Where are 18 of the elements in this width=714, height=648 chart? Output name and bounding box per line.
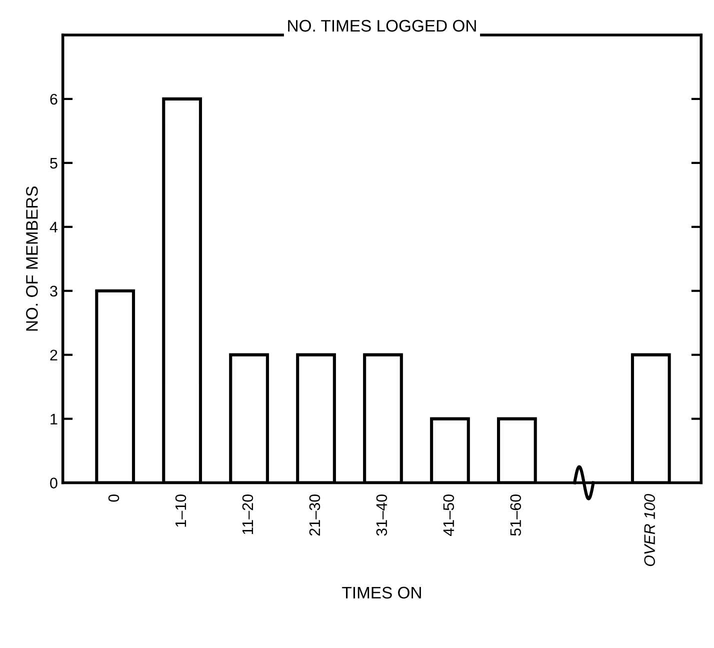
x-tick-label: 41–50 (443, 494, 454, 536)
y-axis-title: NO. OF MEMBERS (26, 186, 38, 331)
x-tick-label: 0 (108, 494, 120, 502)
x-tick-label: OVER 100 (644, 494, 656, 566)
y-tick-label: 5 (50, 158, 58, 169)
x-tick-label: 31–40 (376, 494, 388, 536)
y-tick-label: 2 (50, 350, 58, 360)
chart-title: NO. TIMES LOGGED ON (288, 20, 476, 32)
y-tick-label: 1 (50, 414, 58, 424)
x-tick-label: 11–20 (242, 494, 254, 534)
x-tick-label: 21–30 (309, 494, 320, 536)
x-tick-label: 51–60 (510, 494, 522, 536)
y-tick-label: 6 (50, 94, 58, 105)
x-axis-title: TIMES ON (342, 586, 421, 599)
x-tick-label: 1–10 (175, 494, 186, 527)
y-tick-label: 4 (50, 222, 58, 232)
y-tick-label: 3 (50, 286, 58, 297)
y-tick-label: 0 (50, 478, 58, 488)
